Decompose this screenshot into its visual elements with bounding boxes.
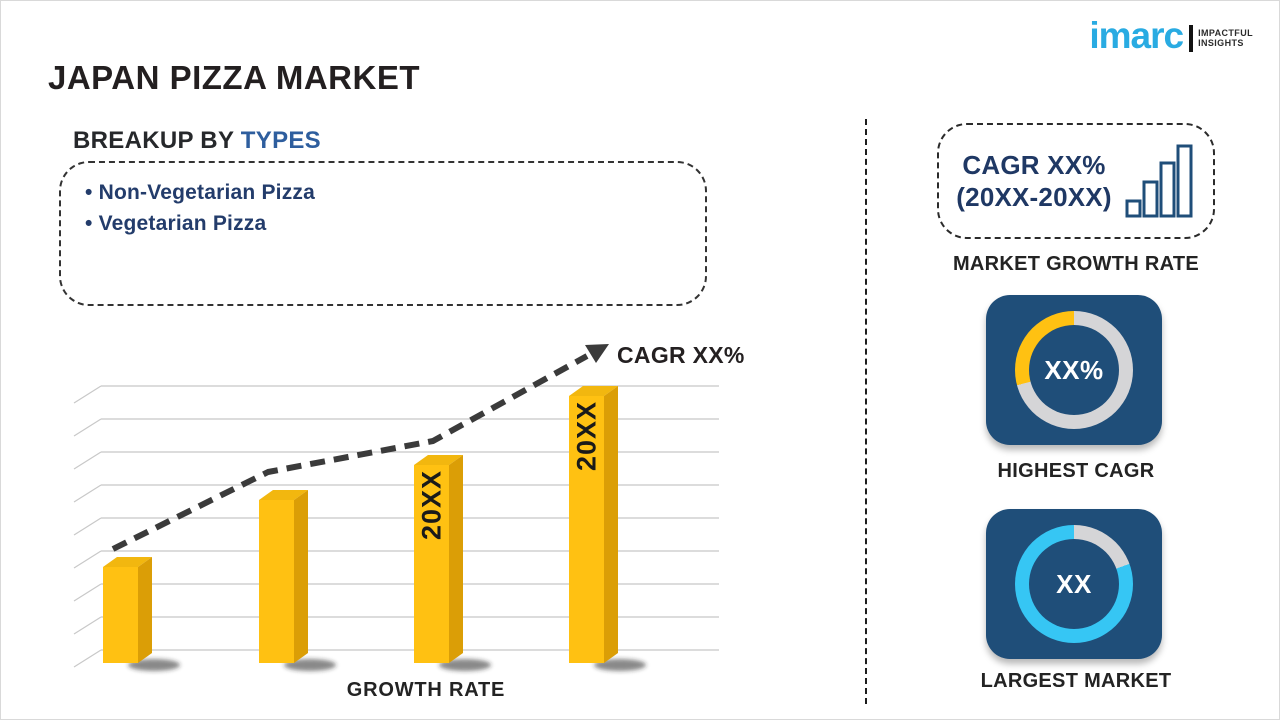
trend-cagr-annotation: CAGR XX% — [617, 342, 745, 368]
imarc-logo: imarc IMPACTFUL INSIGHTS — [1089, 17, 1253, 54]
largest-market-label: LARGEST MARKET — [980, 670, 1172, 692]
largest-market-card: XX — [986, 509, 1162, 659]
cagr-box-line1: CAGR XX% — [962, 150, 1106, 180]
list-item-non-vegetarian-pizza: Non-Vegetarian Pizza — [85, 177, 705, 208]
breakup-heading-highlight: TYPES — [240, 127, 321, 154]
cagr-box-line2: (20XX-20XX) — [956, 182, 1112, 212]
highest-cagr-donut-chart: XX% — [1015, 311, 1133, 429]
logo-tagline-line1: IMPACTFUL — [1198, 28, 1253, 38]
largest-market-donut-chart: XX — [1015, 525, 1133, 643]
breakup-heading-prefix: BREAKUP BY — [73, 127, 241, 154]
market-growth-rate-box: CAGR XX% (20XX-20XX) — [937, 123, 1215, 239]
imarc-logo-text: imarc — [1089, 15, 1184, 56]
ascending-bars-icon — [1125, 144, 1193, 218]
highest-cagr-label: HIGHEST CAGR — [997, 460, 1155, 482]
logo-divider-bar — [1189, 25, 1194, 52]
growth-rate-bar-chart: 20XX 20XX — [73, 344, 719, 671]
page-title: JAPAN PIZZA MARKET — [48, 59, 420, 96]
chart-x-axis-label: GROWTH RATE — [346, 679, 506, 701]
bar-year-label: 20XX — [572, 401, 602, 471]
highest-cagr-card: XX% — [986, 295, 1162, 445]
breakup-heading: BREAKUP BY TYPES — [73, 127, 321, 155]
section-divider — [865, 119, 867, 704]
largest-market-value: XX — [1056, 568, 1092, 599]
cagr-box-text: CAGR XX% (20XX-20XX) — [956, 149, 1111, 213]
bar-year-label: 20XX — [417, 470, 447, 540]
logo-tagline-line2: INSIGHTS — [1198, 38, 1244, 48]
list-item-vegetarian-pizza: Vegetarian Pizza — [85, 208, 705, 239]
breakup-types-list: Non-Vegetarian Pizza Vegetarian Pizza — [61, 163, 705, 239]
market-growth-rate-label: MARKET GROWTH RATE — [952, 253, 1200, 275]
breakup-types-box: Non-Vegetarian Pizza Vegetarian Pizza — [59, 161, 707, 306]
logo-tagline: IMPACTFUL INSIGHTS — [1198, 28, 1253, 48]
highest-cagr-value: XX% — [1044, 354, 1104, 385]
